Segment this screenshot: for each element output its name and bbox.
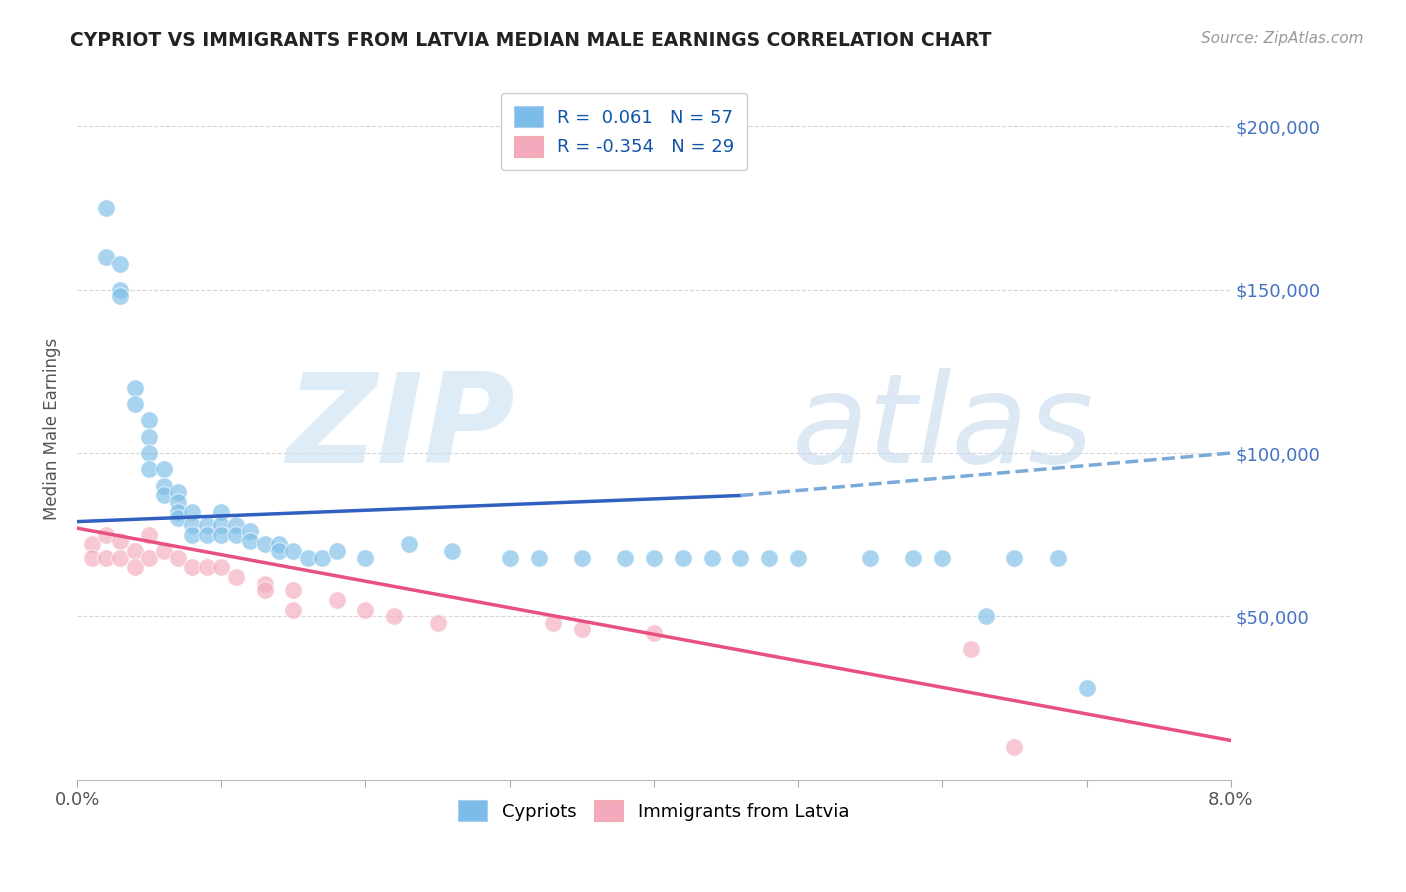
Text: ZIP: ZIP — [287, 368, 516, 489]
Point — [253, 576, 276, 591]
Point — [643, 550, 665, 565]
Point — [253, 583, 276, 598]
Point — [700, 550, 723, 565]
Point — [239, 534, 262, 549]
Point — [181, 527, 204, 541]
Point — [124, 381, 146, 395]
Point — [398, 537, 420, 551]
Point — [110, 283, 132, 297]
Point — [440, 544, 463, 558]
Point — [1046, 550, 1069, 565]
Point — [110, 534, 132, 549]
Point — [138, 430, 160, 444]
Point — [787, 550, 810, 565]
Point — [181, 560, 204, 574]
Point — [931, 550, 953, 565]
Point — [354, 603, 377, 617]
Point — [225, 527, 247, 541]
Text: CYPRIOT VS IMMIGRANTS FROM LATVIA MEDIAN MALE EARNINGS CORRELATION CHART: CYPRIOT VS IMMIGRANTS FROM LATVIA MEDIAN… — [70, 31, 991, 50]
Point — [527, 550, 550, 565]
Point — [325, 544, 347, 558]
Point — [195, 527, 218, 541]
Point — [209, 527, 232, 541]
Point — [209, 505, 232, 519]
Point — [541, 615, 564, 630]
Point — [181, 517, 204, 532]
Point — [426, 615, 449, 630]
Point — [124, 560, 146, 574]
Point — [253, 537, 276, 551]
Point — [859, 550, 882, 565]
Y-axis label: Median Male Earnings: Median Male Earnings — [44, 337, 60, 520]
Point — [239, 524, 262, 539]
Text: atlas: atlas — [793, 368, 1094, 489]
Point — [110, 550, 132, 565]
Point — [94, 250, 117, 264]
Point — [1002, 739, 1025, 754]
Point — [80, 550, 103, 565]
Point — [124, 397, 146, 411]
Point — [283, 583, 305, 598]
Point — [181, 505, 204, 519]
Point — [94, 201, 117, 215]
Point — [209, 560, 232, 574]
Point — [1002, 550, 1025, 565]
Point — [152, 488, 174, 502]
Point — [283, 544, 305, 558]
Point — [311, 550, 333, 565]
Point — [138, 413, 160, 427]
Point — [672, 550, 695, 565]
Point — [152, 478, 174, 492]
Point — [283, 603, 305, 617]
Point — [974, 609, 997, 624]
Point — [167, 505, 190, 519]
Point — [94, 527, 117, 541]
Point — [138, 550, 160, 565]
Point — [110, 257, 132, 271]
Point — [267, 544, 290, 558]
Point — [297, 550, 319, 565]
Point — [94, 550, 117, 565]
Point — [138, 446, 160, 460]
Text: Source: ZipAtlas.com: Source: ZipAtlas.com — [1201, 31, 1364, 46]
Point — [152, 544, 174, 558]
Point — [643, 625, 665, 640]
Point — [138, 462, 160, 476]
Point — [110, 289, 132, 303]
Point — [80, 537, 103, 551]
Point — [960, 642, 983, 657]
Point — [614, 550, 637, 565]
Legend: Cypriots, Immigrants from Latvia: Cypriots, Immigrants from Latvia — [446, 788, 862, 834]
Point — [1076, 681, 1098, 695]
Point — [730, 550, 752, 565]
Point — [571, 623, 593, 637]
Point — [499, 550, 522, 565]
Point — [325, 593, 347, 607]
Point — [758, 550, 780, 565]
Point — [267, 537, 290, 551]
Point — [167, 495, 190, 509]
Point — [571, 550, 593, 565]
Point — [167, 550, 190, 565]
Point — [167, 485, 190, 500]
Point — [138, 527, 160, 541]
Point — [225, 517, 247, 532]
Point — [354, 550, 377, 565]
Point — [195, 560, 218, 574]
Point — [903, 550, 925, 565]
Point — [124, 544, 146, 558]
Point — [195, 517, 218, 532]
Point — [225, 570, 247, 584]
Point — [152, 462, 174, 476]
Point — [382, 609, 405, 624]
Point — [209, 517, 232, 532]
Point — [167, 511, 190, 525]
